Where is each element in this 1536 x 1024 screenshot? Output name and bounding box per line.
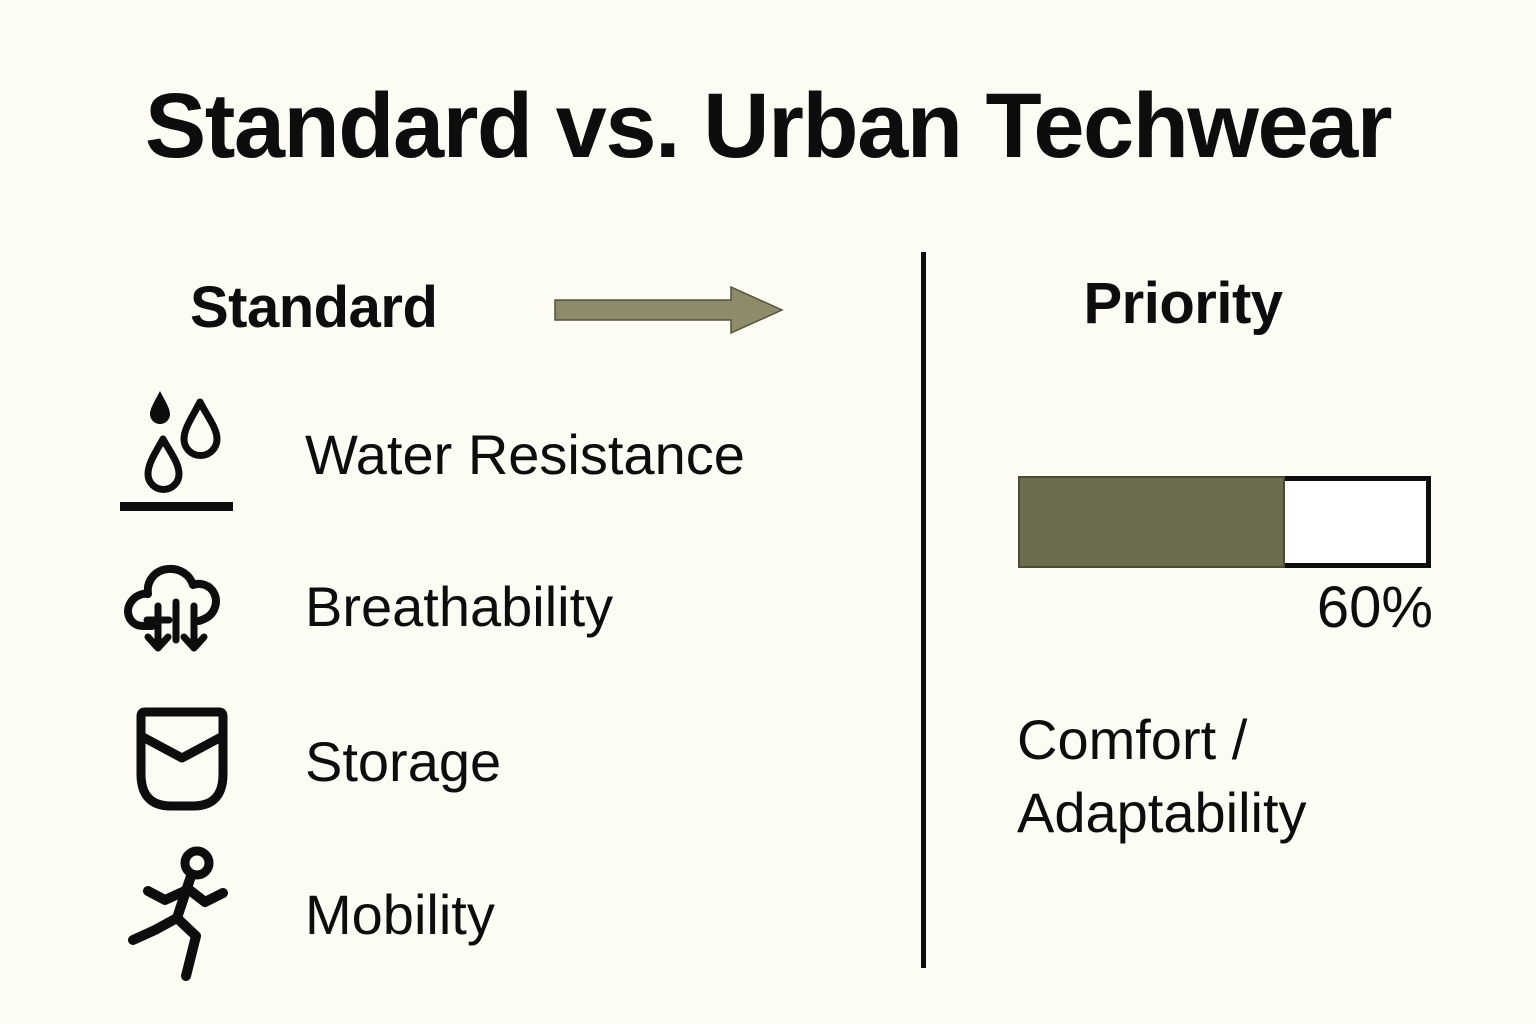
storage-icon bbox=[136, 707, 228, 811]
feature-label-storage: Storage bbox=[305, 730, 502, 793]
feature-label-mobility: Mobility bbox=[305, 883, 495, 946]
water-resistance-icon bbox=[120, 391, 233, 511]
mobility-icon bbox=[128, 846, 228, 981]
priority-column-heading: Priority bbox=[1083, 271, 1283, 336]
feature-label-breathability: Breathability bbox=[305, 575, 614, 638]
standard-column-heading: Standard bbox=[190, 275, 438, 340]
right-arrow-icon bbox=[554, 285, 784, 335]
priority-bar-fill bbox=[1018, 476, 1285, 568]
vertical-divider bbox=[921, 252, 926, 968]
breathability-icon bbox=[124, 564, 220, 652]
priority-bar-caption: Comfort / Adaptability bbox=[1017, 703, 1307, 849]
page-title: Standard vs. Urban Techwear bbox=[144, 75, 1393, 177]
priority-bar-value: 60% bbox=[1316, 575, 1433, 640]
priority-caption-line2: Adaptability bbox=[1017, 781, 1307, 844]
priority-progress-bar bbox=[1018, 476, 1431, 568]
priority-caption-line1: Comfort / bbox=[1017, 708, 1248, 771]
feature-label-water-resistance: Water Resistance bbox=[305, 423, 745, 486]
